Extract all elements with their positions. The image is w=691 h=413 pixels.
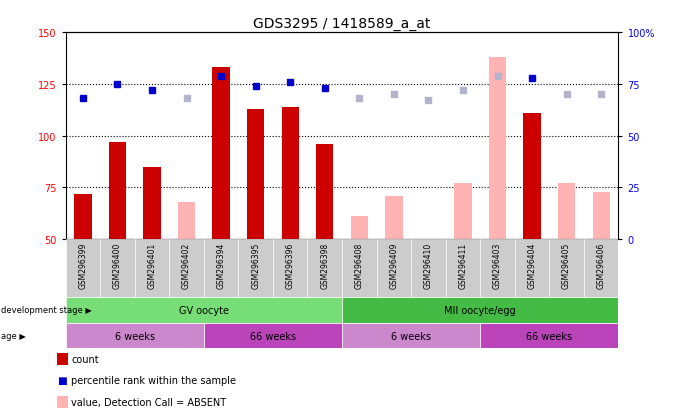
Bar	[342, 297, 618, 323]
Bar	[213, 68, 229, 240]
Bar	[446, 240, 480, 297]
Bar	[238, 240, 273, 297]
Bar	[411, 240, 446, 297]
Bar	[316, 145, 333, 240]
Text: GV oocyte: GV oocyte	[179, 305, 229, 315]
Text: GSM296401: GSM296401	[147, 242, 157, 289]
Bar	[584, 240, 618, 297]
Bar	[247, 109, 264, 240]
Text: GSM296405: GSM296405	[562, 242, 571, 289]
Bar	[74, 194, 91, 240]
Text: GSM296396: GSM296396	[285, 242, 295, 289]
Bar	[342, 323, 480, 349]
Bar	[282, 107, 299, 240]
Title: GDS3295 / 1418589_a_at: GDS3295 / 1418589_a_at	[254, 17, 430, 31]
Text: GSM296398: GSM296398	[320, 242, 330, 289]
Text: count: count	[71, 354, 99, 364]
Bar	[66, 297, 342, 323]
Bar	[592, 192, 609, 240]
Bar	[386, 196, 402, 240]
Bar	[342, 240, 377, 297]
Text: ■: ■	[57, 375, 67, 385]
Bar	[455, 184, 471, 240]
Bar	[178, 202, 195, 240]
Bar	[273, 240, 307, 297]
Bar	[135, 240, 169, 297]
Text: 66 weeks: 66 weeks	[527, 331, 572, 341]
Text: GSM296400: GSM296400	[113, 242, 122, 289]
Text: GSM296395: GSM296395	[251, 242, 261, 289]
Text: percentile rank within the sample: percentile rank within the sample	[71, 375, 236, 385]
Bar	[377, 240, 411, 297]
Bar	[549, 240, 584, 297]
Bar	[480, 240, 515, 297]
Text: GSM296411: GSM296411	[458, 242, 468, 288]
Bar	[66, 240, 100, 297]
Bar	[480, 323, 618, 349]
Bar	[66, 323, 204, 349]
Text: development stage ▶: development stage ▶	[1, 306, 92, 315]
Bar	[515, 240, 549, 297]
Text: age ▶: age ▶	[1, 331, 26, 340]
Bar	[489, 58, 506, 240]
Bar	[169, 240, 204, 297]
Text: 66 weeks: 66 weeks	[250, 331, 296, 341]
Text: GSM296402: GSM296402	[182, 242, 191, 289]
Bar	[100, 240, 135, 297]
Bar	[143, 167, 160, 240]
Text: 6 weeks: 6 weeks	[115, 331, 155, 341]
Bar	[204, 323, 342, 349]
Bar	[307, 240, 342, 297]
Text: MII oocyte/egg: MII oocyte/egg	[444, 305, 516, 315]
Bar	[558, 184, 575, 240]
Text: GSM296409: GSM296409	[389, 242, 399, 289]
Bar	[524, 114, 540, 240]
Text: 6 weeks: 6 weeks	[391, 331, 431, 341]
Text: value, Detection Call = ABSENT: value, Detection Call = ABSENT	[71, 397, 226, 407]
Text: GSM296410: GSM296410	[424, 242, 433, 289]
Text: GSM296408: GSM296408	[354, 242, 364, 289]
Text: GSM296399: GSM296399	[78, 242, 88, 289]
Text: GSM296394: GSM296394	[216, 242, 226, 289]
Text: GSM296403: GSM296403	[493, 242, 502, 289]
Text: GSM296406: GSM296406	[596, 242, 606, 289]
Bar	[204, 240, 238, 297]
Text: GSM296404: GSM296404	[527, 242, 537, 289]
Bar	[351, 217, 368, 240]
Bar	[109, 142, 126, 240]
